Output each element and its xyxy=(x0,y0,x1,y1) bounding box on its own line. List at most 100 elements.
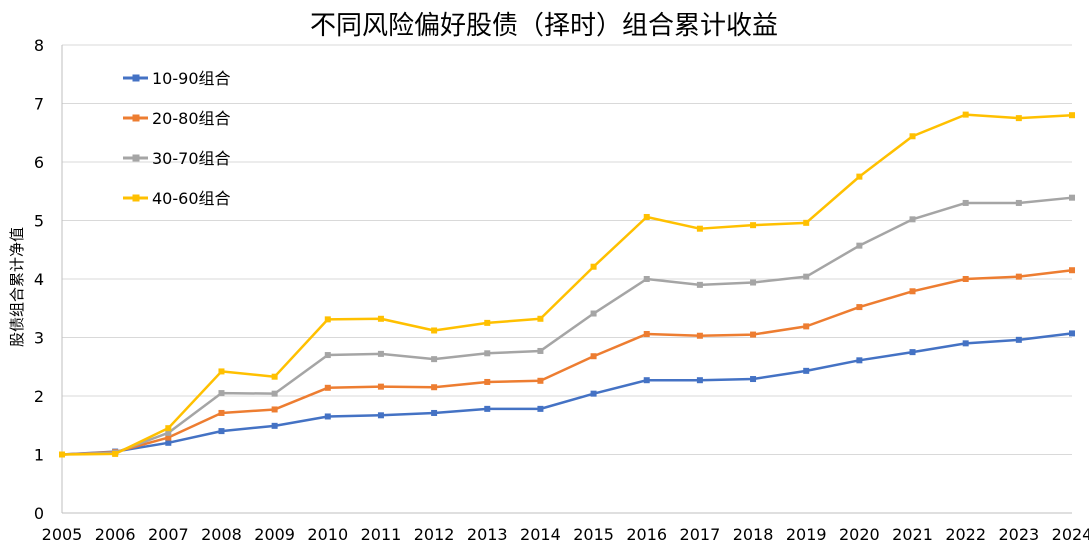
data-point xyxy=(962,111,969,118)
data-point xyxy=(537,315,544,322)
x-tick-label: 2020 xyxy=(839,525,880,544)
series-lines xyxy=(59,111,1075,458)
series-group xyxy=(59,330,1075,458)
y-tick-label: 0 xyxy=(34,504,44,523)
data-point xyxy=(165,429,172,436)
x-tick-label: 2006 xyxy=(95,525,136,544)
data-point xyxy=(377,350,384,357)
data-point xyxy=(643,276,650,282)
legend-marker xyxy=(132,74,140,82)
x-tick-label: 2010 xyxy=(307,525,348,544)
data-point xyxy=(856,173,863,180)
data-point xyxy=(962,340,969,347)
data-point xyxy=(856,242,863,249)
series-line xyxy=(61,268,1073,456)
legend-label: 30-70组合 xyxy=(152,149,231,168)
data-point xyxy=(750,331,757,338)
data-point xyxy=(537,405,544,412)
data-point xyxy=(324,413,331,420)
x-tick-label: 2015 xyxy=(573,525,614,544)
data-point xyxy=(537,377,544,384)
data-point xyxy=(643,213,650,220)
legend: 10-90组合 20-80组合 30-70组合 40-60组合 xyxy=(123,69,231,208)
x-tick-label: 2017 xyxy=(680,525,721,544)
x-tick-label: 2013 xyxy=(467,525,508,544)
y-tick-label: 7 xyxy=(34,95,44,114)
data-point xyxy=(377,383,384,390)
data-point xyxy=(803,323,810,330)
x-tick-label: 2008 xyxy=(201,525,242,544)
data-point xyxy=(431,356,438,363)
data-point xyxy=(59,451,65,458)
y-tick-label: 3 xyxy=(34,329,44,348)
data-point xyxy=(696,225,703,232)
data-point xyxy=(590,390,597,397)
legend-item: 40-60组合 xyxy=(123,189,231,208)
data-point xyxy=(377,412,384,419)
legend-label: 40-60组合 xyxy=(152,189,231,208)
data-point xyxy=(962,276,969,282)
series-line xyxy=(61,196,1073,456)
data-point xyxy=(431,327,438,334)
legend-label: 20-80组合 xyxy=(152,109,231,128)
x-tick-label: 2018 xyxy=(733,525,774,544)
series-line xyxy=(61,332,1073,456)
data-point xyxy=(803,367,810,374)
x-tick-label: 2024 xyxy=(1052,525,1089,544)
series-line xyxy=(61,113,1073,456)
data-point xyxy=(324,352,331,359)
axes: 0 1 2 3 4 5 6 7 8 2005 2006 2007 2008 2009 2010 2011 201… xyxy=(34,36,1089,544)
legend-marker xyxy=(132,154,140,162)
data-point xyxy=(750,222,757,229)
chart-title: 不同风险偏好股债（择时）组合累计收益 xyxy=(310,11,778,41)
gridlines xyxy=(62,44,1072,514)
y-axis-label: 股债组合累计净值 xyxy=(8,227,26,347)
data-point xyxy=(1069,194,1075,201)
y-tick-label: 4 xyxy=(34,270,44,289)
data-point xyxy=(431,384,438,391)
x-tick-label: 2023 xyxy=(998,525,1039,544)
data-point xyxy=(750,279,757,286)
data-point xyxy=(271,373,278,380)
data-point xyxy=(643,330,650,337)
x-tick-label: 2009 xyxy=(254,525,295,544)
data-point xyxy=(590,310,597,317)
data-point xyxy=(1015,199,1022,206)
data-point xyxy=(590,263,597,270)
x-tick-label: 2021 xyxy=(892,525,933,544)
x-tick-label: 2011 xyxy=(361,525,402,544)
data-point xyxy=(696,281,703,288)
data-point xyxy=(643,377,650,384)
data-point xyxy=(324,316,331,323)
data-point xyxy=(696,332,703,339)
series-group xyxy=(59,267,1075,458)
data-point xyxy=(1015,336,1022,343)
data-point xyxy=(165,425,172,432)
series-group xyxy=(59,111,1075,458)
data-point xyxy=(484,378,491,385)
y-tick-label: 1 xyxy=(34,446,44,465)
y-tick-label: 6 xyxy=(34,153,44,172)
data-point xyxy=(750,376,757,383)
x-tick-label: 2016 xyxy=(626,525,667,544)
data-point xyxy=(324,384,331,391)
y-tick-label: 8 xyxy=(34,36,44,55)
x-tick-label: 2022 xyxy=(945,525,986,544)
legend-item: 30-70组合 xyxy=(123,149,231,168)
data-point xyxy=(1069,330,1075,337)
legend-item: 20-80组合 xyxy=(123,109,231,128)
data-point xyxy=(803,273,810,280)
data-point xyxy=(112,450,119,457)
data-point xyxy=(431,409,438,416)
data-point xyxy=(271,390,278,397)
data-point xyxy=(165,439,172,446)
legend-marker xyxy=(132,114,140,122)
data-point xyxy=(218,390,225,397)
data-point xyxy=(271,406,278,413)
data-point xyxy=(856,304,863,311)
x-tick-label: 2007 xyxy=(148,525,189,544)
data-point xyxy=(1015,273,1022,280)
data-point xyxy=(484,350,491,357)
legend-item: 10-90组合 xyxy=(123,69,231,88)
data-point xyxy=(377,315,384,322)
